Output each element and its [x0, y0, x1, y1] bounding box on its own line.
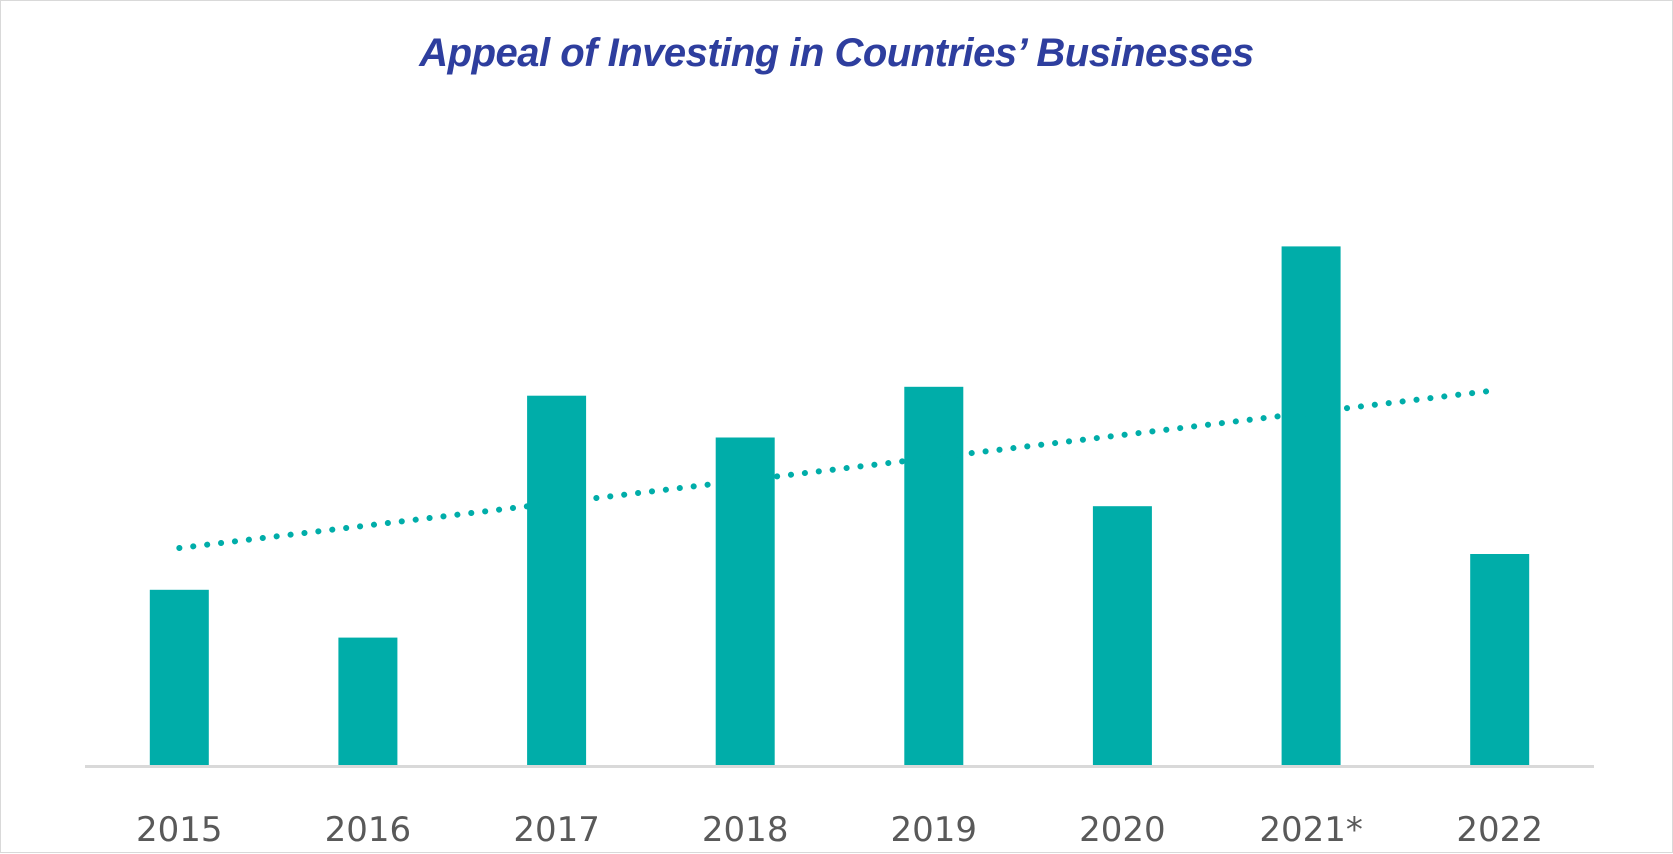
bar-2020 — [1092, 506, 1152, 766]
x-tick-label: 2021* — [1259, 810, 1363, 850]
bar-2018 — [715, 437, 775, 766]
bar-2021 — [1281, 246, 1341, 766]
bar-2017 — [527, 395, 587, 766]
bar-2015 — [149, 589, 209, 766]
x-tick-label: 2016 — [325, 810, 412, 850]
bar-2019 — [904, 386, 964, 766]
bar-2016 — [338, 637, 398, 766]
bar-2022 — [1470, 554, 1530, 766]
chart-title: Appeal of Investing in Countries’ Busine… — [419, 31, 1254, 75]
x-tick-label: 2018 — [702, 810, 789, 850]
trendline — [176, 386, 1503, 551]
x-tick-label: 2019 — [891, 810, 978, 850]
x-tick-label: 2022 — [1456, 810, 1543, 850]
x-tick-label: 2017 — [513, 810, 600, 850]
x-tick-label: 2015 — [136, 810, 223, 850]
x-tick-label: 2020 — [1079, 810, 1166, 850]
